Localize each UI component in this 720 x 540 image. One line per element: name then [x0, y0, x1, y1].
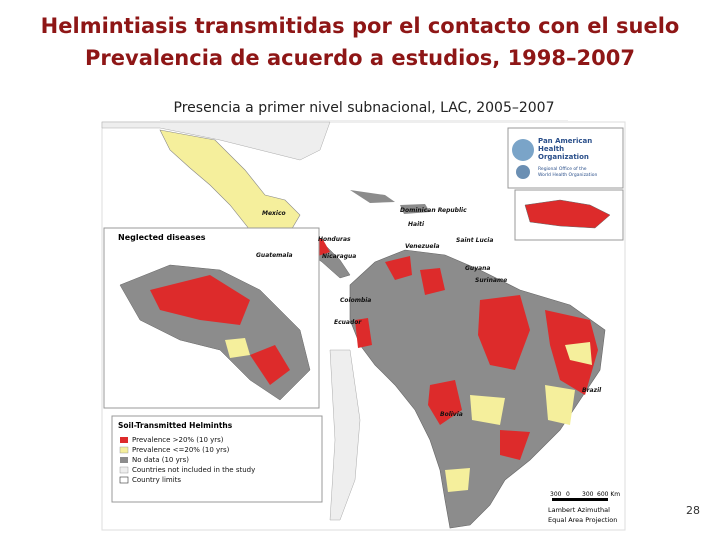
place-label: Saint Lucia [456, 237, 493, 244]
land-other [329, 349, 361, 521]
logo-text: Health [538, 145, 564, 153]
cuba [350, 190, 395, 203]
logo-text: World Health Organization [538, 172, 597, 178]
legend-item: Countries not included in the study [132, 466, 255, 474]
place-label: Suriname [475, 277, 507, 284]
legend-swatch [120, 457, 128, 463]
region-red [500, 430, 530, 460]
place-label: Honduras [318, 236, 351, 243]
legend-item: Prevalence <=20% (10 yrs) [132, 446, 230, 454]
legend-box [111, 415, 323, 503]
place-label: Guatemala [256, 252, 293, 259]
title: Helmintiasis transmitidas por el contact… [40, 14, 680, 38]
scale-label: 300 [550, 491, 562, 498]
place-label: Guyana [465, 265, 490, 272]
legend-item: Prevalence >20% (10 yrs) [132, 436, 224, 444]
page-number: 28 [686, 504, 700, 517]
logo-text: Organization [538, 153, 589, 161]
region-yellow [545, 385, 575, 425]
place-label: Bolivia [440, 411, 463, 418]
place-label: Venezuela [405, 243, 440, 250]
region-yellow [225, 338, 250, 358]
place-label: Brazil [582, 387, 602, 394]
place-label: Mexico [262, 210, 286, 217]
region-red [478, 295, 530, 370]
legend-title: Soil-Transmitted Helminths [118, 421, 233, 430]
region-yellow [565, 342, 592, 365]
legend-swatch [119, 446, 129, 454]
scale-label: 0 [566, 491, 570, 498]
land-other [101, 121, 331, 161]
place-label: Dominican Republic [400, 207, 467, 214]
legend-item: Country limits [132, 476, 181, 484]
legend-swatch [119, 476, 129, 484]
scale-bar [552, 498, 608, 501]
region-red [355, 318, 372, 348]
region-red [150, 275, 250, 325]
projection: Equal Area Projection [548, 516, 617, 524]
legend-swatch [119, 466, 129, 474]
scale-label: 600 Km [597, 491, 620, 498]
legend-swatch [120, 437, 128, 443]
place-label: Nicaragua [322, 253, 356, 260]
region-red [420, 268, 445, 295]
logo-text: Regional Office of the [538, 166, 587, 172]
logo-who [516, 165, 530, 179]
region-red [428, 380, 462, 425]
place-label: Ecuador [334, 319, 362, 326]
projection: Lambert Azimuthal [548, 506, 610, 514]
place-label: Colombia [340, 297, 371, 304]
region-red [250, 345, 290, 385]
title: Prevalencia de acuerdo a estudios, 1998–… [85, 46, 635, 70]
logo-globe [512, 139, 534, 161]
region-yellow [445, 468, 470, 492]
inset-title: Neglected diseases [118, 233, 206, 242]
region-red [385, 256, 412, 280]
subtitle: Presencia a primer nivel subnacional, LA… [160, 96, 568, 121]
logo-text: Pan American [538, 137, 592, 145]
hispaniola-inset [524, 199, 611, 229]
scale-label: 300 [582, 491, 594, 498]
legend-item: No data (10 yrs) [132, 456, 189, 464]
place-label: Haiti [408, 221, 425, 228]
hispaniola [400, 204, 430, 214]
south-america [349, 249, 606, 529]
region-yellow [470, 395, 505, 425]
